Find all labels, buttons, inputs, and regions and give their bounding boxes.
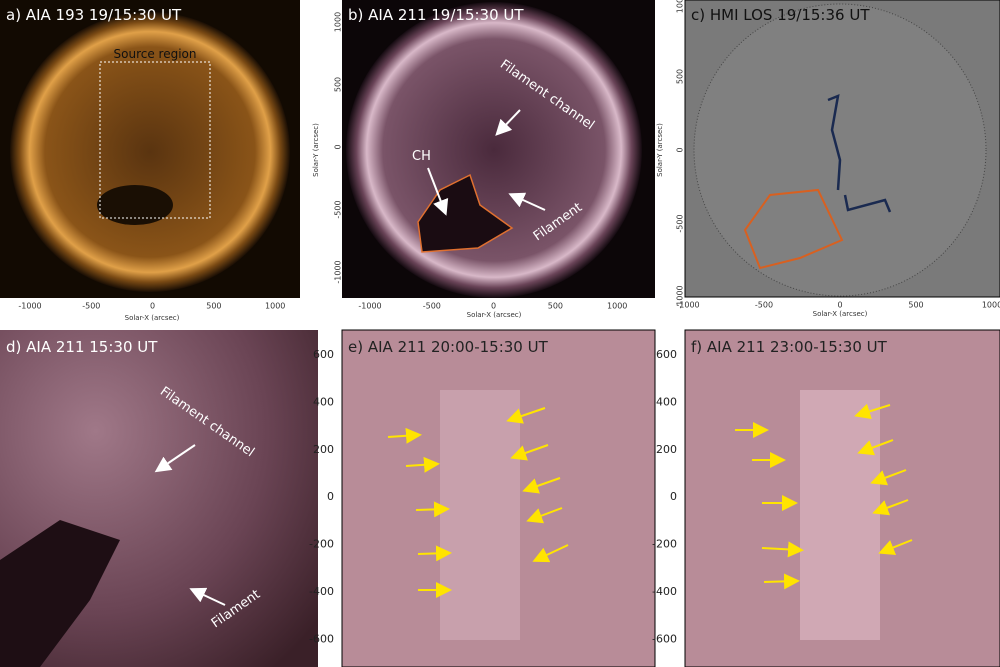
x-tick-label: 500 (548, 302, 563, 311)
y-tick-label: 600 (656, 348, 677, 361)
y-tick-label: 0 (327, 490, 334, 503)
x-tick-label: -1000 (358, 302, 381, 311)
annotation: Source region (114, 47, 197, 61)
panel-d: d) AIA 211 15:30 UT Filament channel Fil… (0, 330, 318, 667)
panel-label: e) AIA 211 20:00-15:30 UT (348, 338, 549, 356)
x-tick-label: 1000 (982, 301, 1000, 310)
y-tick-label: -400 (309, 585, 334, 598)
panel-c: c) HMI LOS 19/15:36 UT Solar-X (arcsec) … (656, 0, 1000, 318)
x-tick-label: -1000 (676, 301, 699, 310)
coronal-hole (0, 520, 120, 667)
y-tick-label: 0 (676, 147, 685, 152)
y-tick-label: 600 (313, 348, 334, 361)
y-tick-label: 400 (656, 395, 677, 408)
arrow (878, 539, 913, 555)
coronal-hole (97, 185, 173, 225)
y-tick-label: 500 (334, 77, 343, 92)
panel-label: a) AIA 193 19/15:30 UT (6, 6, 182, 24)
arrow (417, 545, 452, 562)
panel-label: b) AIA 211 19/15:30 UT (348, 6, 524, 24)
y-tick-label: 500 (676, 69, 685, 84)
y-tick-label: 200 (656, 443, 677, 456)
arrow (761, 541, 804, 558)
y-tick-label: 400 (313, 395, 334, 408)
arrow (532, 544, 569, 563)
y-tick-label: -200 (309, 538, 334, 551)
y-tick-label: 1000 (334, 12, 343, 32)
x-tick-label: 0 (491, 302, 496, 311)
x-tick-label: 0 (837, 301, 842, 310)
panel-label: f) AIA 211 23:00-15:30 UT (691, 338, 888, 356)
x-tick-label: -1000 (18, 302, 41, 311)
y-tick-label: -500 (676, 214, 685, 232)
arrow (857, 439, 894, 456)
x-tick-label: 1000 (265, 302, 285, 311)
y-tick-label: -400 (652, 585, 677, 598)
x-tick-label: 500 (908, 301, 923, 310)
panel-e: e) AIA 211 20:00-15:30 UT (341, 329, 656, 667)
panel-label: d) AIA 211 15:30 UT (6, 338, 158, 356)
panel-a: a) AIA 193 19/15:30 UT Source region Sol… (0, 0, 300, 322)
y-tick-label: 200 (313, 443, 334, 456)
x-axis-label: Solar-X (arcsec) (813, 310, 868, 318)
panel-b: b) AIA 211 19/15:30 UT Filament channel … (312, 0, 655, 319)
arrows (735, 403, 913, 590)
y-tick-label: -600 (309, 632, 334, 645)
annotation: CH (412, 149, 431, 164)
x-tick-label: 500 (206, 302, 221, 311)
y-axis-label: Solar-Y (arcsec) (656, 123, 664, 177)
arrows (387, 407, 569, 598)
arrow (427, 167, 449, 216)
x-tick-label: -500 (423, 302, 441, 311)
arrow (506, 407, 546, 424)
panel-f: f) AIA 211 23:00-15:30 UT (684, 329, 1000, 667)
x-tick-label: -500 (755, 301, 773, 310)
ch-outline (743, 188, 844, 270)
panel-label: c) HMI LOS 19/15:36 UT (691, 6, 870, 24)
y-tick-label: -1000 (334, 260, 343, 283)
arrow (405, 456, 440, 473)
y-tick-label: 0 (334, 144, 343, 149)
arrow (387, 427, 422, 444)
y-tick-label: 0 (670, 490, 677, 503)
x-tick-label: -500 (82, 302, 100, 311)
arrow (510, 444, 549, 461)
arrow (154, 444, 196, 473)
arrow (508, 192, 546, 211)
arrow (189, 587, 226, 606)
arrow (854, 403, 891, 420)
y-tick-label: -500 (334, 200, 343, 218)
ch-outline (417, 173, 514, 253)
channel (800, 390, 880, 640)
x-tick-label: 1000 (607, 302, 627, 311)
y-tick-label: -600 (652, 632, 677, 645)
sun-disk (346, 2, 642, 298)
x-tick-label: 0 (150, 302, 155, 311)
source-box (99, 61, 211, 219)
y-tick-label: -1000 (676, 285, 685, 308)
arrow (526, 507, 563, 524)
sun-disk (693, 3, 987, 297)
channel (440, 390, 520, 640)
arrow (415, 501, 450, 518)
arrow (495, 109, 521, 136)
arrow (522, 477, 561, 494)
arrow (763, 573, 800, 590)
y-tick-label: -200 (652, 538, 677, 551)
x-axis-label: Solar-X (arcsec) (467, 311, 522, 319)
y-tick-label: 1000 (676, 0, 685, 13)
arrow (872, 499, 909, 516)
x-axis-label: Solar-X (arcsec) (125, 314, 180, 322)
filament-outline (827, 94, 892, 213)
arrow (870, 469, 907, 486)
sun-disk (10, 12, 290, 292)
y-axis-label: Solar-Y (arcsec) (312, 123, 320, 177)
